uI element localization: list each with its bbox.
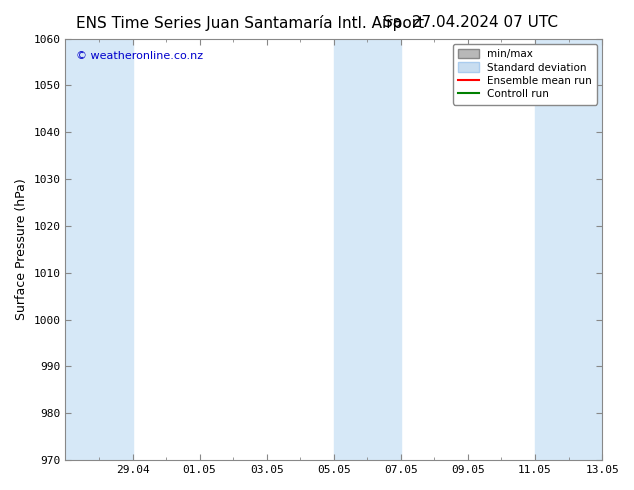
Text: ENS Time Series Juan Santamaría Intl. Airport: ENS Time Series Juan Santamaría Intl. Ai…: [76, 15, 424, 31]
Legend: min/max, Standard deviation, Ensemble mean run, Controll run: min/max, Standard deviation, Ensemble me…: [453, 44, 597, 104]
Bar: [535, 39, 602, 460]
Text: © weatheronline.co.nz: © weatheronline.co.nz: [76, 51, 204, 61]
Y-axis label: Surface Pressure (hPa): Surface Pressure (hPa): [15, 178, 28, 320]
Bar: [333, 39, 401, 460]
Text: Sa. 27.04.2024 07 UTC: Sa. 27.04.2024 07 UTC: [383, 15, 558, 30]
Bar: [65, 39, 133, 460]
